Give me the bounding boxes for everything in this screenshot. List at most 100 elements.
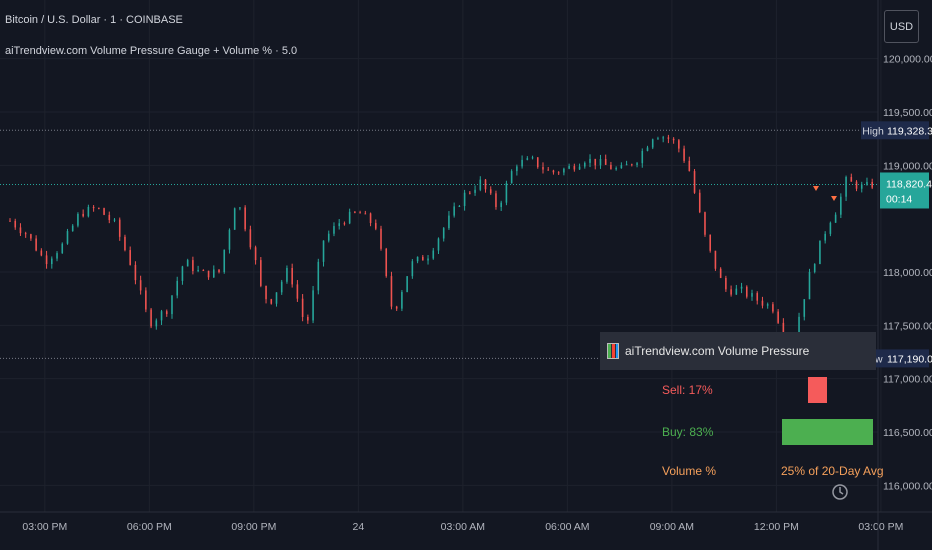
candle-body [714,250,717,269]
candle-body [474,189,476,193]
sell-bar [808,377,827,403]
candle-body [301,298,304,317]
candle-body [51,258,53,265]
high-price-box [885,121,929,140]
candle-body [631,164,633,166]
candle-body [395,306,398,309]
candle-body [678,140,680,149]
candle-body [317,261,320,291]
candle-body [280,281,283,293]
candle-body [484,179,487,190]
candle-body [338,223,341,227]
candle-body [777,311,779,323]
candle-body [845,177,847,197]
candle-body [239,207,241,209]
candle-body [824,233,826,241]
candle-body [197,270,199,272]
candle-body [244,207,246,230]
candle-body [563,168,565,173]
candle-body [348,211,351,224]
currency-button[interactable]: USD [884,10,919,43]
candle-body [223,249,226,273]
candle-body [265,285,267,300]
candle-body [186,260,189,267]
candle-body [202,270,205,272]
candle-body [19,227,22,234]
y-tick-label: 117,000.00 [883,374,932,386]
candle-body [453,206,455,216]
candle-body [406,276,408,292]
candle-body [725,277,727,290]
x-tick-label: 06:00 PM [127,521,172,533]
candle-body [489,189,492,194]
candle-body [698,192,701,213]
candle-body [761,300,764,306]
candle-body [354,211,356,213]
y-tick-label: 119,000.00 [883,160,932,172]
candle-body [672,138,675,141]
candle-body [359,212,361,214]
candle-body [181,266,184,281]
candle-body [56,253,58,259]
candle-body [160,311,163,321]
candle-body [61,243,64,254]
candle-body [296,284,299,299]
candle-body [233,208,236,230]
candle-body [369,213,372,224]
candle-body [688,160,691,172]
candle-body [578,166,581,170]
volume-pressure-title: aiTrendview.com Volume Pressure [625,344,810,358]
candle-body [594,158,597,166]
x-tick-label: 03:00 AM [441,521,485,533]
indicator-title[interactable]: aiTrendview.com Volume Pressure Gauge + … [5,45,298,57]
candle-body [322,240,325,262]
candle-body [693,171,696,193]
y-tick-label: 120,000.00 [883,54,932,66]
replay-icon[interactable] [830,482,850,502]
candle-body [411,261,414,277]
low-price-box [885,349,929,368]
candle-body [24,233,27,235]
candle-body [118,219,121,237]
candle-body [87,206,90,217]
candle-body [657,138,659,140]
candle-body [212,269,215,278]
candle-body [171,295,173,315]
countdown-label: 00:14 [886,193,912,205]
candle-body [730,289,732,295]
candle-body [71,225,74,232]
candle-body [77,213,79,226]
candle-body [620,165,623,169]
candle-body [176,280,179,296]
candle-body [479,179,482,190]
candle-body [651,139,654,148]
candle-body [207,270,210,278]
current-price-label: 118,820.48 [886,178,932,190]
volume-label: Volume % [662,464,717,478]
candle-body [228,229,231,250]
candle-body [766,304,769,306]
candle-body [98,208,100,210]
candle-body [129,250,131,265]
candle-body [432,250,435,259]
candle-body [249,229,252,248]
candle-body [40,250,43,256]
x-tick-label: 06:00 AM [545,521,589,533]
candle-body [834,214,837,223]
candle-body [516,166,518,172]
candle-body [260,260,262,286]
signal-marker [831,196,837,201]
candle-body [557,172,560,174]
candle-body [113,219,116,221]
candle-body [510,171,513,184]
y-tick-label: 117,500.00 [883,320,932,332]
candle-body [139,280,142,291]
candle-body [646,147,649,151]
candle-body [683,148,685,161]
candle-body [819,240,821,265]
candle-body [427,258,429,261]
high-price-label: 119,328.38 [887,125,932,137]
volume-value: 25% of 20-Day Avg [781,464,884,478]
candle-body [500,202,502,208]
